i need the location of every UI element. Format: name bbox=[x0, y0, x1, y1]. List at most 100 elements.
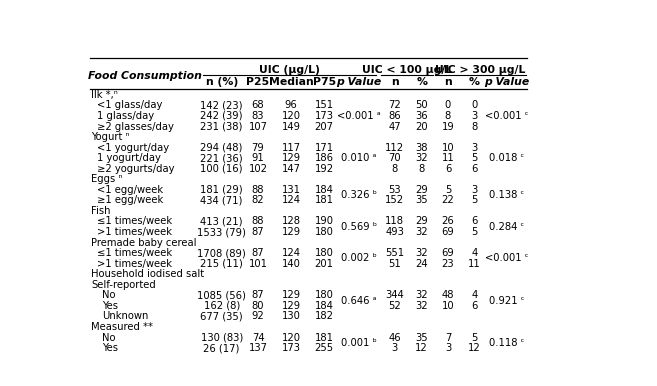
Text: 32: 32 bbox=[415, 290, 428, 300]
Text: 118: 118 bbox=[385, 217, 404, 227]
Text: 140: 140 bbox=[282, 259, 301, 269]
Text: 0.010 ᵃ: 0.010 ᵃ bbox=[342, 153, 377, 163]
Text: 0.118 ᶜ: 0.118 ᶜ bbox=[489, 338, 524, 348]
Text: Food Consumption: Food Consumption bbox=[87, 71, 202, 81]
Text: 190: 190 bbox=[315, 217, 334, 227]
Text: 0.284 ᶜ: 0.284 ᶜ bbox=[489, 222, 524, 232]
Text: 38: 38 bbox=[415, 142, 428, 152]
Text: 70: 70 bbox=[388, 153, 401, 163]
Text: 184: 184 bbox=[315, 301, 334, 311]
Text: 192: 192 bbox=[315, 164, 334, 174]
Text: 5: 5 bbox=[471, 227, 478, 237]
Text: 5: 5 bbox=[445, 185, 451, 195]
Text: Median: Median bbox=[269, 77, 313, 87]
Text: 19: 19 bbox=[442, 122, 455, 132]
Text: 3: 3 bbox=[471, 185, 478, 195]
Text: UIC (μg/L): UIC (μg/L) bbox=[259, 64, 320, 74]
Text: 124: 124 bbox=[282, 248, 301, 258]
Text: Premade baby cereal: Premade baby cereal bbox=[91, 237, 197, 247]
Text: 87: 87 bbox=[252, 290, 264, 300]
Text: 184: 184 bbox=[315, 185, 334, 195]
Text: 1085 (56): 1085 (56) bbox=[197, 290, 246, 300]
Text: 87: 87 bbox=[252, 227, 264, 237]
Text: 181: 181 bbox=[315, 332, 334, 342]
Text: 147: 147 bbox=[282, 164, 301, 174]
Text: 173: 173 bbox=[282, 343, 301, 353]
Text: 52: 52 bbox=[388, 301, 401, 311]
Text: n: n bbox=[391, 77, 399, 87]
Text: n: n bbox=[444, 77, 452, 87]
Text: Yogurt ⁿ: Yogurt ⁿ bbox=[91, 132, 130, 142]
Text: 151: 151 bbox=[315, 100, 334, 110]
Text: 0.569 ᵇ: 0.569 ᵇ bbox=[341, 222, 377, 232]
Text: 36: 36 bbox=[415, 111, 428, 121]
Text: 1533 (79): 1533 (79) bbox=[197, 227, 246, 237]
Text: 180: 180 bbox=[315, 290, 334, 300]
Text: 152: 152 bbox=[385, 195, 404, 205]
Text: 242 (39): 242 (39) bbox=[200, 111, 243, 121]
Text: 50: 50 bbox=[415, 100, 428, 110]
Text: 12: 12 bbox=[468, 343, 480, 353]
Text: Eggs ⁿ: Eggs ⁿ bbox=[91, 174, 123, 184]
Text: 124: 124 bbox=[282, 195, 301, 205]
Text: 182: 182 bbox=[315, 312, 334, 322]
Text: 131: 131 bbox=[282, 185, 301, 195]
Text: 83: 83 bbox=[252, 111, 264, 121]
Text: 215 (11): 215 (11) bbox=[200, 259, 243, 269]
Text: 74: 74 bbox=[252, 332, 264, 342]
Text: 26: 26 bbox=[442, 217, 455, 227]
Text: Unknown: Unknown bbox=[102, 312, 149, 322]
Text: 92: 92 bbox=[252, 312, 264, 322]
Text: >1 times/week: >1 times/week bbox=[97, 259, 172, 269]
Text: 32: 32 bbox=[415, 153, 428, 163]
Text: 181: 181 bbox=[315, 195, 334, 205]
Text: %: % bbox=[468, 77, 480, 87]
Text: 87: 87 bbox=[252, 248, 264, 258]
Text: 112: 112 bbox=[385, 142, 404, 152]
Text: 22: 22 bbox=[442, 195, 455, 205]
Text: 29: 29 bbox=[415, 185, 428, 195]
Text: 493: 493 bbox=[385, 227, 404, 237]
Text: 7: 7 bbox=[445, 332, 451, 342]
Text: 0: 0 bbox=[445, 100, 451, 110]
Text: 201: 201 bbox=[315, 259, 334, 269]
Text: 129: 129 bbox=[282, 153, 301, 163]
Text: 130 (83): 130 (83) bbox=[200, 332, 243, 342]
Text: 129: 129 bbox=[282, 301, 301, 311]
Text: ≤1 times/week: ≤1 times/week bbox=[97, 248, 173, 258]
Text: 91: 91 bbox=[252, 153, 264, 163]
Text: 32: 32 bbox=[415, 301, 428, 311]
Text: 4: 4 bbox=[471, 290, 478, 300]
Text: 48: 48 bbox=[442, 290, 454, 300]
Text: 79: 79 bbox=[252, 142, 264, 152]
Text: %: % bbox=[417, 77, 427, 87]
Text: No: No bbox=[102, 332, 116, 342]
Text: 96: 96 bbox=[284, 100, 298, 110]
Text: Fish: Fish bbox=[91, 206, 111, 216]
Text: 0.002 ᵇ: 0.002 ᵇ bbox=[341, 253, 377, 263]
Text: 130: 130 bbox=[282, 312, 301, 322]
Text: 551: 551 bbox=[385, 248, 404, 258]
Text: Household iodised salt: Household iodised salt bbox=[91, 269, 204, 279]
Text: 35: 35 bbox=[415, 195, 428, 205]
Text: 5: 5 bbox=[471, 153, 478, 163]
Text: 88: 88 bbox=[252, 185, 264, 195]
Text: 171: 171 bbox=[315, 142, 334, 152]
Text: 107: 107 bbox=[248, 122, 267, 132]
Text: <0.001 ᶜ: <0.001 ᶜ bbox=[485, 111, 528, 121]
Text: Measured **: Measured ** bbox=[91, 322, 153, 332]
Text: 10: 10 bbox=[442, 301, 454, 311]
Text: p Value: p Value bbox=[336, 77, 382, 87]
Text: <1 yogurt/day: <1 yogurt/day bbox=[97, 142, 170, 152]
Text: 3: 3 bbox=[392, 343, 398, 353]
Text: 344: 344 bbox=[386, 290, 404, 300]
Text: 32: 32 bbox=[415, 227, 428, 237]
Text: <0.001 ᶜ: <0.001 ᶜ bbox=[485, 253, 528, 263]
Text: 11: 11 bbox=[442, 153, 455, 163]
Text: 72: 72 bbox=[388, 100, 401, 110]
Text: 8: 8 bbox=[392, 164, 398, 174]
Text: Yes: Yes bbox=[102, 301, 118, 311]
Text: 8: 8 bbox=[419, 164, 425, 174]
Text: 51: 51 bbox=[388, 259, 401, 269]
Text: 180: 180 bbox=[315, 227, 334, 237]
